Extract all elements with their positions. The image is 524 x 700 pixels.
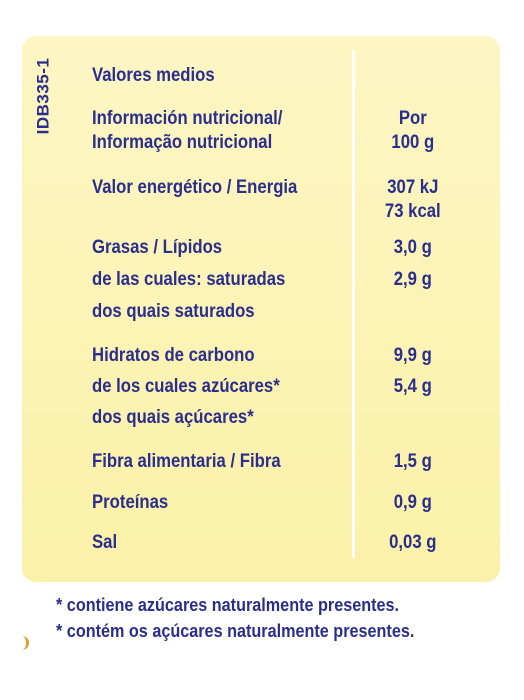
- table-row-value: 0,03 g: [389, 532, 437, 553]
- table-row-value: 1,5 g: [393, 451, 432, 472]
- table-row-label: Hidratos de carbono: [92, 345, 255, 366]
- table-row-value: 3,0 g: [393, 237, 432, 258]
- table-row-label: Valor energético / Energia: [92, 177, 298, 198]
- table-row-value: 307 kJ 73 kcal: [384, 177, 441, 222]
- table-row-value: Por 100 g: [391, 108, 435, 153]
- nutrition-panel: [22, 36, 500, 582]
- footnote: * contiene azúcares naturalmente present…: [56, 595, 400, 615]
- corner-mark-decoration: [16, 636, 29, 650]
- table-row-value: 5,4 g: [393, 376, 432, 397]
- footnote: * contém os açúcares naturalmente presen…: [56, 621, 415, 641]
- table-row-label: dos quais saturados: [92, 301, 255, 322]
- product-code-text: IDB335-1: [33, 57, 53, 135]
- table-row-label: Grasas / Lípidos: [92, 237, 223, 258]
- table-row-label: Proteínas: [92, 492, 169, 513]
- table-row-label: dos quais açúcares*: [92, 407, 254, 428]
- column-divider: [352, 50, 355, 558]
- table-row-value: 0,9 g: [393, 492, 432, 513]
- table-row-label: de los cuales azúcares*: [92, 376, 280, 397]
- table-row-label: Sal: [92, 532, 118, 553]
- table-row-label: Información nutricional/ Informação nutr…: [92, 108, 283, 153]
- table-row-value: 9,9 g: [393, 345, 432, 366]
- table-row-label: de las cuales: saturadas: [92, 269, 286, 290]
- table-header-label: Valores medios: [92, 65, 215, 86]
- table-row-value: 2,9 g: [393, 269, 432, 290]
- table-row-label: Fibra alimentaria / Fibra: [92, 451, 281, 472]
- product-code: IDB335-1: [28, 42, 58, 150]
